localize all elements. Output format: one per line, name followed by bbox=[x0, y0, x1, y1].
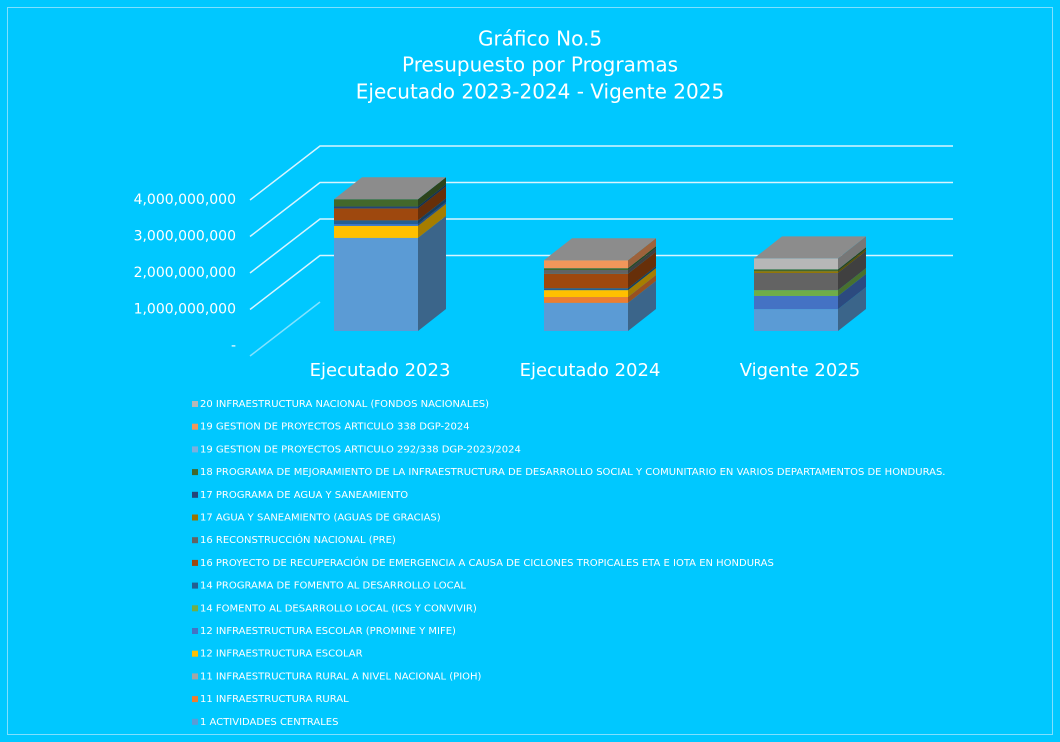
bar-segment bbox=[754, 290, 838, 296]
chart-title: Presupuesto por Programas bbox=[402, 53, 678, 77]
legend-swatch bbox=[192, 650, 198, 657]
legend-label: 19 GESTION DE PROYECTOS ARTICULO 292/338… bbox=[200, 444, 521, 455]
bar-segment bbox=[754, 271, 838, 273]
y-tick-label: 2,000,000,000 bbox=[134, 265, 236, 281]
x-tick-label: Ejecutado 2023 bbox=[310, 360, 451, 381]
x-tick-label: Vigente 2025 bbox=[740, 360, 861, 381]
bar-side bbox=[418, 203, 446, 238]
chart-border bbox=[7, 7, 1053, 735]
legend-swatch bbox=[192, 628, 198, 634]
bar-segment bbox=[754, 258, 838, 270]
legend-label: 19 GESTION DE PROYECTOS ARTICULO 338 DGP… bbox=[200, 422, 470, 433]
bar-side bbox=[628, 275, 656, 303]
x-tick-label: Ejecutado 2024 bbox=[520, 360, 661, 381]
grid-line bbox=[249, 181, 953, 238]
bar-segment bbox=[754, 272, 838, 291]
legend-swatch bbox=[192, 446, 198, 453]
y-tick-label: 4,000,000,000 bbox=[134, 192, 236, 208]
bar-segment bbox=[544, 273, 628, 289]
bar-top bbox=[544, 238, 656, 261]
legend-swatch bbox=[192, 423, 198, 430]
bar-segment bbox=[544, 260, 628, 269]
bar-side bbox=[628, 266, 656, 291]
bar-segment bbox=[544, 288, 628, 291]
bar-segment bbox=[334, 224, 418, 226]
legend-swatch bbox=[192, 718, 198, 725]
bar-top bbox=[334, 177, 446, 200]
legend-swatch bbox=[192, 559, 198, 566]
bar-side bbox=[628, 268, 656, 298]
legend-label: 18 PROGRAMA DE MEJORAMIENTO DE LA INFRAE… bbox=[200, 467, 945, 478]
bar-side bbox=[838, 268, 866, 296]
bar-side bbox=[838, 236, 866, 270]
bar-side bbox=[628, 280, 656, 331]
bar-side bbox=[628, 246, 656, 271]
bar-side bbox=[838, 250, 866, 291]
legend-swatch bbox=[192, 491, 198, 498]
grid-line bbox=[249, 145, 953, 201]
bar-segment bbox=[334, 206, 418, 209]
bar-side bbox=[838, 273, 866, 310]
bar-side bbox=[838, 249, 866, 273]
legend-swatch bbox=[192, 696, 198, 703]
bar-segment bbox=[544, 270, 628, 274]
bar-side bbox=[838, 247, 866, 272]
grid-line bbox=[249, 218, 953, 274]
legend-swatch bbox=[192, 582, 198, 589]
bar-segment bbox=[334, 208, 418, 221]
bar-segment bbox=[334, 225, 418, 238]
bar-segment bbox=[544, 290, 628, 298]
bar-segment bbox=[334, 237, 418, 331]
y-tick-label: 1,000,000,000 bbox=[134, 302, 236, 318]
bar-side bbox=[628, 248, 656, 274]
bar-top bbox=[754, 236, 866, 259]
y-tick-label: 3,000,000,000 bbox=[134, 229, 236, 245]
chart-title: Ejecutado 2023-2024 - Vigente 2025 bbox=[356, 80, 724, 104]
grid-line bbox=[249, 254, 953, 311]
bar-side bbox=[418, 184, 446, 209]
bar-segment bbox=[754, 309, 838, 331]
bar-side bbox=[628, 251, 656, 289]
bar-segment bbox=[754, 295, 838, 310]
legend-swatch bbox=[192, 514, 198, 521]
legend-label: 16 PROYECTO DE RECUPERACIÓN DE EMERGENCI… bbox=[200, 556, 774, 569]
bar-segment bbox=[544, 268, 628, 271]
legend-swatch bbox=[192, 605, 198, 612]
legend-label: 14 FOMENTO AL DESARROLLO LOCAL (ICS Y CO… bbox=[200, 603, 477, 614]
bar-segment bbox=[544, 302, 628, 331]
legend-swatch bbox=[192, 469, 198, 476]
legend-swatch bbox=[192, 673, 198, 680]
bar-side bbox=[838, 287, 866, 331]
legend-label: 16 RECONSTRUCCIÓN NACIONAL (PRE) bbox=[200, 533, 396, 546]
bar-segment bbox=[544, 297, 628, 303]
legend-label: 20 INFRAESTRUCTURA NACIONAL (FONDOS NACI… bbox=[200, 399, 489, 410]
bar-side bbox=[418, 198, 446, 225]
bar-segment bbox=[334, 220, 418, 225]
floor-line bbox=[249, 301, 321, 357]
legend-label: 11 INFRAESTRUCTURA RURAL A NIVEL NACIONA… bbox=[200, 671, 482, 682]
bar-side bbox=[418, 215, 446, 331]
y-tick-label: - bbox=[231, 338, 236, 354]
legend-label: 11 INFRAESTRUCTURA RURAL bbox=[200, 694, 349, 705]
bar-side bbox=[628, 238, 656, 269]
legend-label: 12 INFRAESTRUCTURA ESCOLAR (PROMINE Y MI… bbox=[200, 626, 456, 637]
legend-label: 17 AGUA Y SANEAMIENTO (AGUAS DE GRACIAS) bbox=[200, 513, 441, 524]
legend-swatch bbox=[192, 401, 198, 407]
bar-side bbox=[418, 177, 446, 207]
bar-side bbox=[418, 186, 446, 221]
bar-segment bbox=[754, 269, 838, 272]
legend-label: 12 INFRAESTRUCTURA ESCOLAR bbox=[200, 649, 363, 660]
legend-label: 14 PROGRAMA DE FOMENTO AL DESARROLLO LOC… bbox=[200, 581, 466, 592]
chart-title: Gráfico No.5 bbox=[478, 27, 602, 51]
legend-label: 1 ACTIVIDADES CENTRALES bbox=[200, 717, 338, 728]
bar-side bbox=[418, 202, 446, 226]
legend-swatch bbox=[192, 537, 198, 544]
bar-segment bbox=[334, 199, 418, 207]
legend-label: 17 PROGRAMA DE AGUA Y SANEAMIENTO bbox=[200, 490, 408, 501]
